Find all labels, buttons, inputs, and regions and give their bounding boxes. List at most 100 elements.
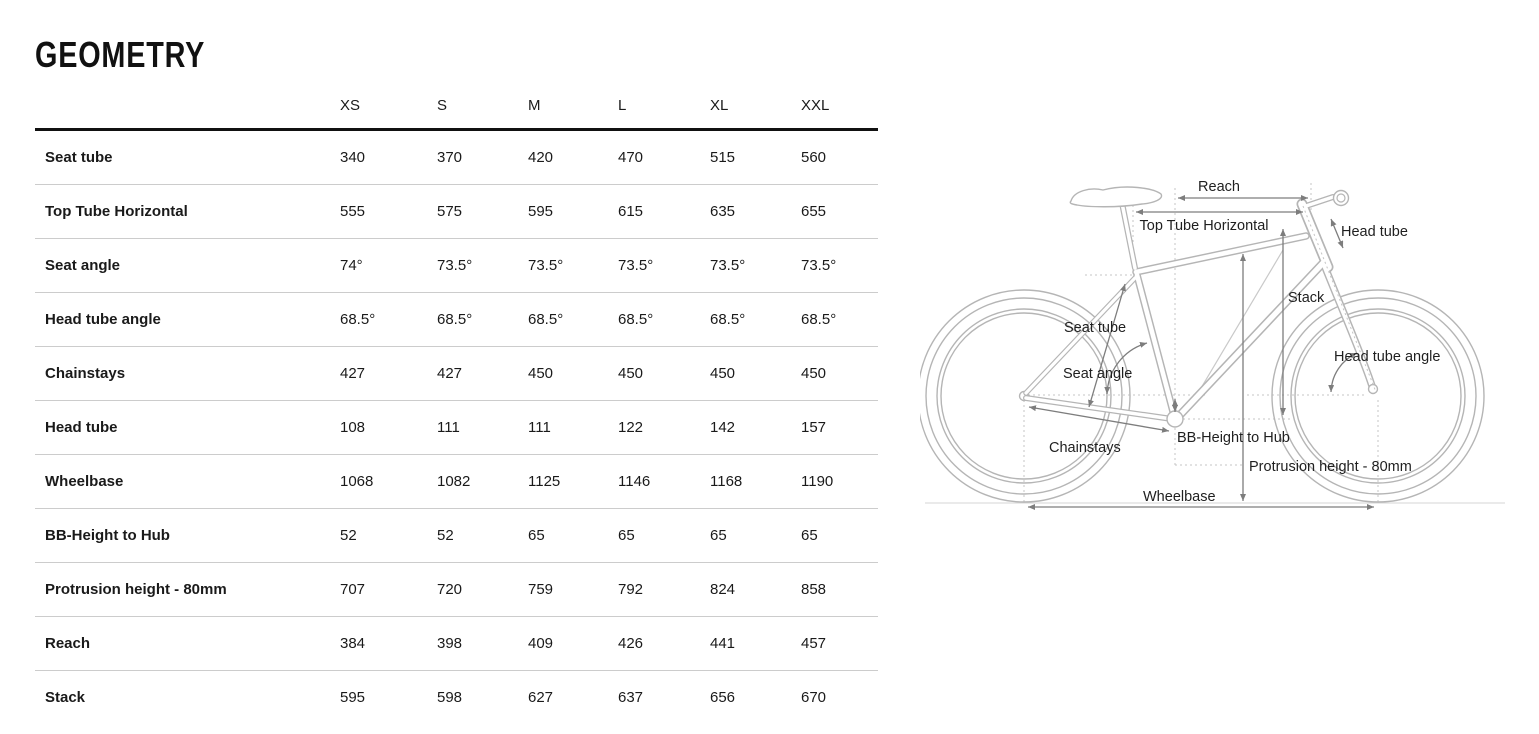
geometry-value: 555	[340, 203, 366, 220]
geometry-value: 759	[528, 581, 554, 598]
geometry-value: 420	[528, 149, 554, 166]
geometry-value: 450	[528, 365, 554, 382]
table-row: Reach 384 398 409 426 441 457	[35, 617, 878, 671]
table-row: Chainstays 427 427 450 450 450 450	[35, 347, 878, 401]
geometry-value: 656	[710, 689, 736, 706]
head-tube-angle-arc	[1328, 352, 1358, 393]
row-label: BB-Height to Hub	[45, 527, 170, 544]
geometry-value: 792	[618, 581, 644, 598]
geometry-value: 111	[437, 419, 460, 436]
geometry-value: 615	[618, 203, 644, 220]
geometry-value: 65	[710, 527, 727, 544]
geometry-value: 457	[801, 635, 827, 652]
geometry-value: 595	[340, 689, 366, 706]
geometry-value: 427	[437, 365, 463, 382]
geometry-value: 384	[340, 635, 366, 652]
geometry-value: 1168	[710, 473, 743, 490]
geometry-value: 1125	[528, 473, 561, 490]
row-label: Top Tube Horizontal	[45, 203, 188, 220]
geometry-value: 1068	[340, 473, 374, 490]
geometry-value: 450	[710, 365, 736, 382]
geometry-value: 370	[437, 149, 463, 166]
geometry-value: 450	[801, 365, 827, 382]
size-header-m: M	[528, 97, 541, 114]
geometry-value: 73.5°	[618, 257, 654, 274]
geometry-value: 398	[437, 635, 463, 652]
geometry-value: 707	[340, 581, 366, 598]
geometry-value: 824	[710, 581, 736, 598]
row-label: Protrusion height - 80mm	[45, 581, 227, 598]
size-header-xl: XL	[710, 97, 729, 114]
chainstays-label: Chainstays	[1049, 440, 1121, 456]
protrusion-height-label: Protrusion height - 80mm	[1249, 459, 1412, 475]
seat-tube-label: Seat tube	[1064, 320, 1126, 336]
geometry-value: 111	[528, 419, 551, 436]
table-row: BB-Height to Hub 52 52 65 65 65 65	[35, 509, 878, 563]
row-label: Stack	[45, 689, 86, 706]
row-label: Wheelbase	[45, 473, 124, 490]
frame-detail-line	[1187, 249, 1284, 411]
row-label: Chainstays	[45, 365, 126, 382]
geometry-value: 142	[710, 419, 736, 436]
size-header-row: XS S M L XL XXL	[35, 80, 878, 130]
geometry-value: 65	[618, 527, 635, 544]
geometry-value: 595	[528, 203, 554, 220]
geometry-value: 68.5°	[618, 311, 654, 328]
size-header-empty	[35, 80, 340, 130]
geometry-value: 157	[801, 419, 827, 436]
geometry-value: 441	[710, 635, 736, 652]
geometry-value: 858	[801, 581, 827, 598]
table-row: Seat angle 74° 73.5° 73.5° 73.5° 73.5° 7…	[35, 239, 878, 293]
measurement-arrows	[1028, 195, 1374, 510]
table-row: Wheelbase 1068 1082 1125 1146 1168 1190	[35, 455, 878, 509]
geometry-value: 68.5°	[710, 311, 746, 328]
geometry-value: 409	[528, 635, 554, 652]
size-header-l: L	[618, 97, 627, 114]
geometry-value: 65	[801, 527, 818, 544]
seat-angle-arc	[1104, 342, 1148, 395]
geometry-value: 73.5°	[437, 257, 473, 274]
geometry-value: 720	[437, 581, 463, 598]
head-tube-angle-label: Head tube angle	[1334, 349, 1440, 365]
size-header-xxl: XXL	[801, 97, 830, 114]
geometry-value: 68.5°	[340, 311, 376, 328]
geometry-value: 108	[340, 419, 366, 436]
geometry-value: 52	[340, 527, 357, 544]
size-header-xs: XS	[340, 97, 361, 114]
geometry-value: 635	[710, 203, 736, 220]
row-label: Head tube angle	[45, 311, 161, 328]
geometry-value: 598	[437, 689, 463, 706]
geometry-value: 1146	[618, 473, 651, 490]
geometry-value: 515	[710, 149, 736, 166]
geometry-value: 122	[618, 419, 644, 436]
reach-label: Reach	[1198, 179, 1240, 195]
geometry-value: 68.5°	[528, 311, 564, 328]
geometry-value: 575	[437, 203, 463, 220]
geometry-value: 1082	[437, 473, 471, 490]
bike-geometry-diagram: Reach Top Tube Horizontal Head tube Stac…	[920, 179, 1505, 510]
fork-dropout	[1367, 383, 1379, 395]
table-row: Head tube angle 68.5° 68.5° 68.5° 68.5° …	[35, 293, 878, 347]
geometry-value: 74°	[340, 257, 363, 274]
stack-label: Stack	[1288, 290, 1325, 306]
geometry-table: XS S M L XL XXL Seat tube 340 370 420 47…	[35, 80, 878, 724]
geometry-value: 73.5°	[710, 257, 746, 274]
top-tube-horizontal-label: Top Tube Horizontal	[1140, 218, 1269, 234]
seat-angle-label: Seat angle	[1063, 366, 1132, 382]
geometry-value: 670	[801, 689, 827, 706]
geometry-value: 560	[801, 149, 827, 166]
geometry-value: 52	[437, 527, 454, 544]
geometry-value: 68.5°	[801, 311, 837, 328]
geometry-value: 1190	[801, 473, 834, 490]
table-row: Stack 595 598 627 637 656 670	[35, 671, 878, 725]
geometry-value: 655	[801, 203, 827, 220]
table-row: Seat tube 340 370 420 470 515 560	[35, 130, 878, 185]
bb-height-to-hub-label: BB-Height to Hub	[1177, 430, 1290, 446]
geometry-value: 65	[528, 527, 545, 544]
row-label: Reach	[45, 635, 91, 652]
saddle	[1069, 186, 1163, 208]
row-label: Seat angle	[45, 257, 121, 274]
geometry-value: 68.5°	[437, 311, 473, 328]
table-row: Head tube 108 111 111 122 142 157	[35, 401, 878, 455]
